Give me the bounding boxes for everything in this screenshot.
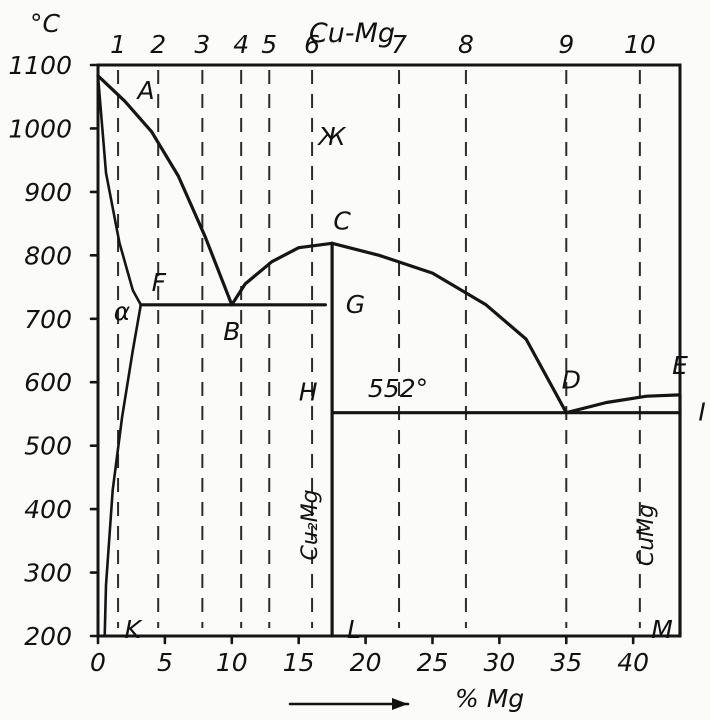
x-tick-label: 15: [283, 648, 315, 677]
vertical-section-lines: [117, 70, 641, 628]
y-tick-label: 500: [24, 432, 72, 461]
y-tick-label: 800: [24, 241, 72, 270]
point-label-d: D: [562, 366, 581, 395]
section-number-label: 1: [110, 30, 126, 59]
x-tick-label: 40: [617, 648, 649, 677]
temperature-unit-label: °C: [30, 9, 61, 38]
y-tick-label: 400: [24, 495, 72, 524]
plot-frame: [96, 63, 682, 638]
liquidus-D-E-line: [564, 393, 682, 415]
section-number-label: 5: [261, 30, 277, 59]
y-tick-label: 600: [24, 368, 72, 397]
y-tick-label: 300: [24, 559, 72, 588]
point-label-a: A: [135, 76, 154, 105]
y-tick-label: 200: [24, 622, 72, 651]
point-label-g: G: [346, 290, 365, 319]
y-tick-label: 1000: [8, 114, 72, 143]
y-tick-label: 1100: [8, 51, 72, 80]
x-tick-label: 20: [350, 648, 382, 677]
section-number-label: 9: [558, 30, 574, 59]
point-label-k: K: [124, 615, 143, 644]
x-tick-label: 10: [216, 648, 248, 677]
point-label-h: H: [299, 378, 318, 407]
x-tick-label: 25: [417, 648, 449, 677]
x-tick-label: 35: [550, 648, 582, 677]
eutectic-temperature-annotation: 552°: [368, 374, 428, 403]
y-tick-label: 700: [24, 305, 72, 334]
liquid-phase-label: Ж: [317, 122, 347, 151]
section-number-label: 6: [304, 30, 320, 59]
alpha-phase-label: α: [114, 297, 131, 326]
x-tick-label: 5: [157, 648, 173, 677]
point-label-m: M: [651, 615, 673, 644]
cumg-compound-label: CuMg: [634, 504, 659, 566]
y-tick-label: 900: [24, 178, 72, 207]
phase-boundary-lines: [96, 74, 682, 638]
section-number-label: 10: [624, 30, 656, 59]
section-number-label: 7: [391, 30, 407, 59]
solidus-A-F-line: [96, 74, 143, 307]
liquidus-C-D-line: [330, 241, 568, 415]
section-number-label: 3: [194, 30, 210, 59]
point-label-l: L: [347, 615, 361, 644]
section-number-label: 2: [150, 30, 166, 59]
cu2mg-compound-label: Cu₂Mg: [298, 489, 323, 560]
x-tick-label: 0: [90, 648, 106, 677]
liquidus-B-C-line: [230, 241, 334, 307]
section-number-label: 8: [458, 30, 474, 59]
point-label-e: E: [672, 351, 688, 380]
x-axis-label: % Mg: [455, 684, 524, 713]
solvus-F-K-line: [103, 303, 143, 638]
liquidus-A-B-line: [96, 74, 234, 307]
x-tick-label: 30: [483, 648, 515, 677]
diagram-title: Cu-Mg: [309, 18, 395, 49]
point-label-b: B: [223, 317, 240, 346]
point-label-f: F: [152, 268, 167, 297]
point-label-i: I: [698, 398, 705, 427]
diagram-labels: 1 2 3 4 5 6 7 8 9 10 A B C D E F G H I K L M Жα 552° Cu₂Mg CuMg: [110, 30, 706, 644]
section-number-label: 4: [233, 30, 249, 59]
point-label-c: C: [333, 206, 351, 235]
x-axis-arrow-head: [392, 698, 408, 710]
